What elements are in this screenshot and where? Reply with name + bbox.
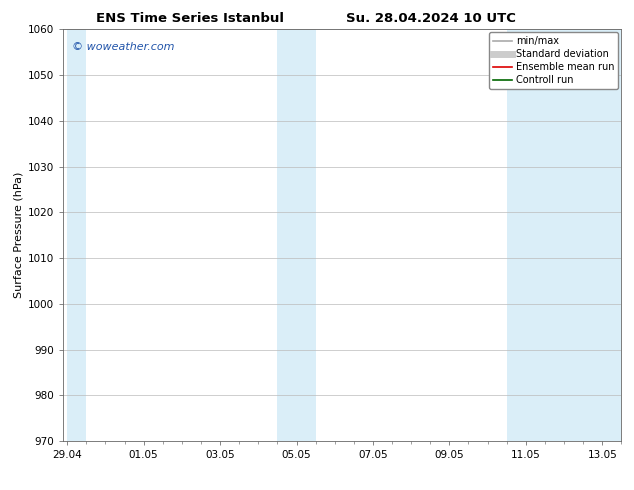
Bar [526, 29, 621, 441]
Text: Su. 28.04.2024 10 UTC: Su. 28.04.2024 10 UTC [346, 12, 516, 25]
Bar [507, 29, 526, 441]
Y-axis label: Surface Pressure (hPa): Surface Pressure (hPa) [14, 172, 24, 298]
Bar [67, 29, 86, 441]
Bar [278, 29, 316, 441]
Text: ENS Time Series Istanbul: ENS Time Series Istanbul [96, 12, 284, 25]
Legend: min/max, Standard deviation, Ensemble mean run, Controll run: min/max, Standard deviation, Ensemble me… [489, 32, 618, 89]
Text: © woweather.com: © woweather.com [72, 42, 174, 52]
